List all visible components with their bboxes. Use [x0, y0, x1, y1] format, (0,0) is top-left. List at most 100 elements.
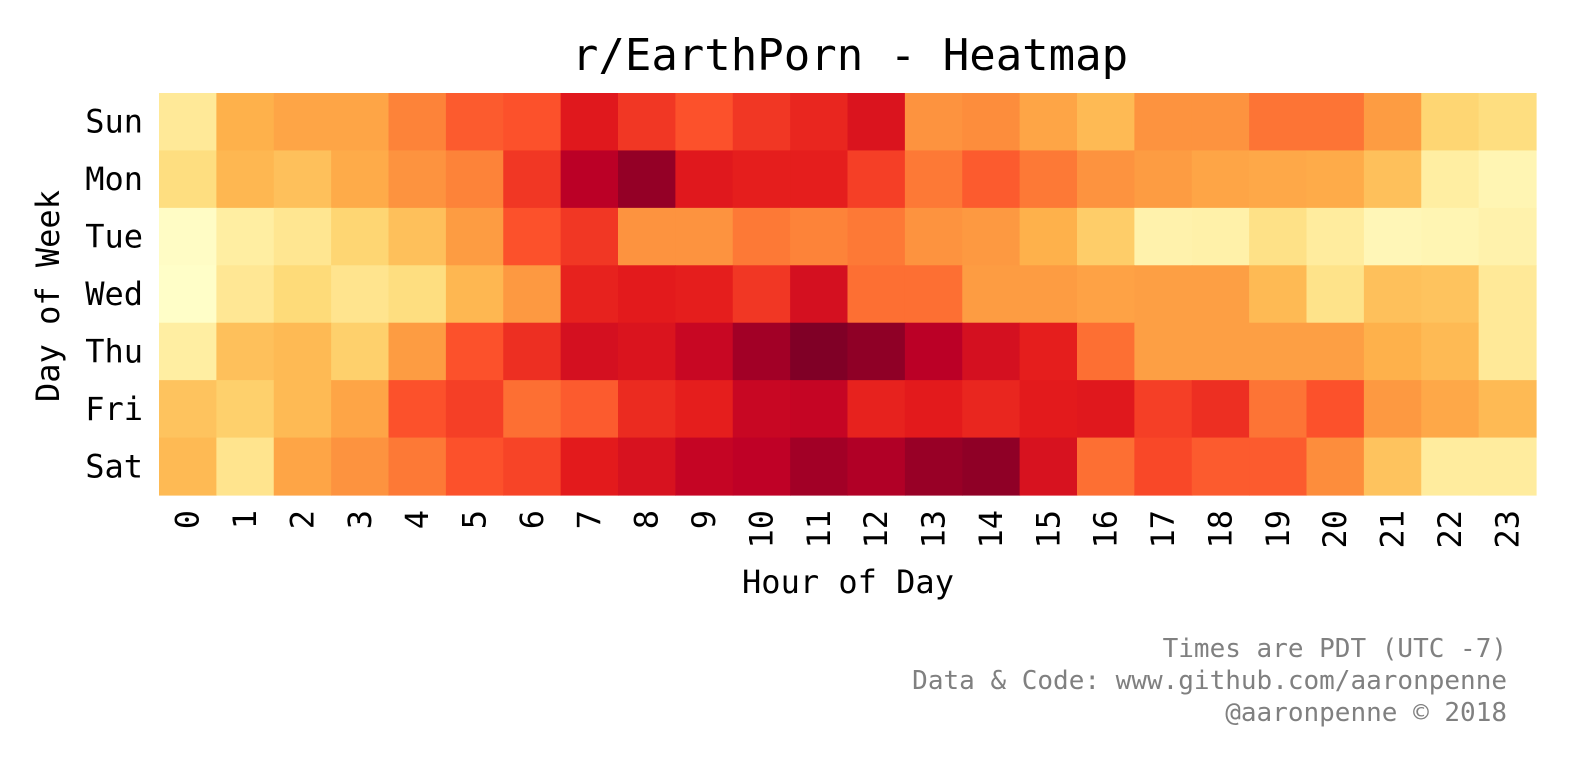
heatmap-cell-sun-17 — [1134, 93, 1193, 152]
footer-timezone-note: Times are PDT (UTC -7) — [1162, 634, 1507, 664]
heatmap-cell-sun-18 — [1191, 93, 1250, 152]
heatmap-cell-thu-4 — [388, 322, 447, 381]
heatmap-cell-thu-20 — [1306, 322, 1365, 381]
heatmap-cell-wed-4 — [388, 265, 447, 324]
heatmap-cell-sat-14 — [962, 437, 1021, 496]
heatmap-cell-sun-13 — [904, 93, 963, 152]
heatmap-cell-tue-0 — [159, 207, 217, 266]
x-tick-labels: 0 1 2 3 4 5 6 7 8 9 10 11 12 13 14 15 16 17 18 19 20 21 22 23 — [169, 510, 1527, 549]
heatmap-cell-fri-19 — [1249, 380, 1308, 439]
heatmap-cell-thu-2 — [273, 322, 332, 381]
heatmap-cell-fri-13 — [904, 380, 963, 439]
heatmap-cell-fri-9 — [675, 380, 734, 439]
heatmap-cells — [159, 93, 1537, 496]
heatmap-cell-tue-22 — [1421, 207, 1480, 266]
y-tick-label: Wed — [85, 275, 143, 313]
x-tick-label: 22 — [1431, 510, 1469, 549]
heatmap-cell-sun-5 — [445, 93, 504, 152]
x-tick-label: 0 — [169, 510, 207, 529]
heatmap-cell-tue-3 — [331, 207, 390, 266]
heatmap-cell-sun-6 — [503, 93, 562, 152]
heatmap-cell-mon-11 — [790, 150, 849, 209]
heatmap-cell-sat-5 — [445, 437, 504, 496]
heatmap-cell-tue-23 — [1478, 207, 1537, 266]
heatmap-cell-sun-4 — [388, 93, 447, 152]
heatmap-cell-thu-11 — [790, 322, 849, 381]
heatmap-cell-sat-23 — [1478, 437, 1537, 496]
heatmap-cell-tue-14 — [962, 207, 1021, 266]
heatmap-cell-mon-19 — [1249, 150, 1308, 209]
y-tick-label: Tue — [85, 218, 143, 256]
heatmap-cell-fri-7 — [560, 380, 619, 439]
heatmap-cell-tue-2 — [273, 207, 332, 266]
heatmap-cell-mon-5 — [445, 150, 504, 209]
heatmap-cell-fri-16 — [1077, 380, 1135, 439]
heatmap-cell-tue-11 — [790, 207, 849, 266]
heatmap-cell-sat-10 — [732, 437, 791, 496]
heatmap-cell-mon-12 — [847, 150, 906, 209]
heatmap-cell-sat-16 — [1077, 437, 1135, 496]
heatmap-cell-sun-21 — [1363, 93, 1422, 152]
heatmap-cell-mon-23 — [1478, 150, 1537, 209]
x-tick-label: 10 — [742, 510, 780, 549]
heatmap-cell-tue-9 — [675, 207, 734, 266]
heatmap-cell-wed-13 — [904, 265, 963, 324]
heatmap-cell-thu-22 — [1421, 322, 1480, 381]
heatmap-cell-sun-0 — [159, 93, 217, 152]
heatmap-cell-thu-5 — [445, 322, 504, 381]
heatmap-cell-mon-16 — [1077, 150, 1135, 209]
heatmap-cell-tue-18 — [1191, 207, 1250, 266]
heatmap-cell-sat-0 — [159, 437, 217, 496]
heatmap-cell-thu-15 — [1019, 322, 1078, 381]
heatmap-cell-tue-5 — [445, 207, 504, 266]
x-tick-label: 12 — [857, 510, 895, 549]
heatmap-cell-fri-10 — [732, 380, 791, 439]
x-tick-label: 16 — [1087, 510, 1125, 549]
footer-notes: Times are PDT (UTC -7) Data & Code: www.… — [912, 633, 1507, 729]
heatmap-cell-tue-20 — [1306, 207, 1365, 266]
heatmap-cell-wed-7 — [560, 265, 619, 324]
heatmap-cell-thu-3 — [331, 322, 390, 381]
heatmap-cell-sat-21 — [1363, 437, 1422, 496]
heatmap-cell-tue-17 — [1134, 207, 1193, 266]
heatmap-cell-sun-2 — [273, 93, 332, 152]
heatmap-cell-tue-1 — [216, 207, 275, 266]
heatmap-cell-tue-4 — [388, 207, 447, 266]
heatmap-cell-mon-18 — [1191, 150, 1250, 209]
heatmap-cell-sun-12 — [847, 93, 906, 152]
heatmap-cell-sun-1 — [216, 93, 275, 152]
x-tick-label: 20 — [1316, 510, 1354, 549]
heatmap-cell-thu-7 — [560, 322, 619, 381]
x-tick-label: 4 — [398, 510, 436, 529]
heatmap-cell-sat-17 — [1134, 437, 1193, 496]
heatmap-cell-thu-21 — [1363, 322, 1422, 381]
heatmap-cell-wed-10 — [732, 265, 791, 324]
heatmap-cell-wed-18 — [1191, 265, 1250, 324]
heatmap-cell-thu-16 — [1077, 322, 1135, 381]
heatmap-cell-sat-12 — [847, 437, 906, 496]
heatmap-cell-thu-9 — [675, 322, 734, 381]
x-tick-label: 18 — [1201, 510, 1239, 549]
heatmap-cell-sun-14 — [962, 93, 1021, 152]
heatmap-cell-mon-15 — [1019, 150, 1078, 209]
heatmap-cell-wed-1 — [216, 265, 275, 324]
x-tick-label: 17 — [1144, 510, 1182, 549]
heatmap-cell-fri-22 — [1421, 380, 1480, 439]
chart-title: r/EarthPorn - Heatmap — [572, 30, 1128, 81]
heatmap-cell-wed-22 — [1421, 265, 1480, 324]
heatmap-cell-thu-23 — [1478, 322, 1537, 381]
heatmap-cell-sat-1 — [216, 437, 275, 496]
heatmap-cell-wed-20 — [1306, 265, 1365, 324]
heatmap-cell-wed-23 — [1478, 265, 1537, 324]
heatmap-cell-sun-11 — [790, 93, 849, 152]
heatmap-cell-fri-4 — [388, 380, 447, 439]
heatmap-cell-thu-19 — [1249, 322, 1308, 381]
heatmap-cell-wed-6 — [503, 265, 562, 324]
x-tick-label: 8 — [628, 510, 666, 529]
heatmap-cell-thu-18 — [1191, 322, 1250, 381]
heatmap-cell-mon-1 — [216, 150, 275, 209]
heatmap-cell-sat-9 — [675, 437, 734, 496]
heatmap-cell-wed-8 — [618, 265, 676, 324]
heatmap-cell-tue-12 — [847, 207, 906, 266]
